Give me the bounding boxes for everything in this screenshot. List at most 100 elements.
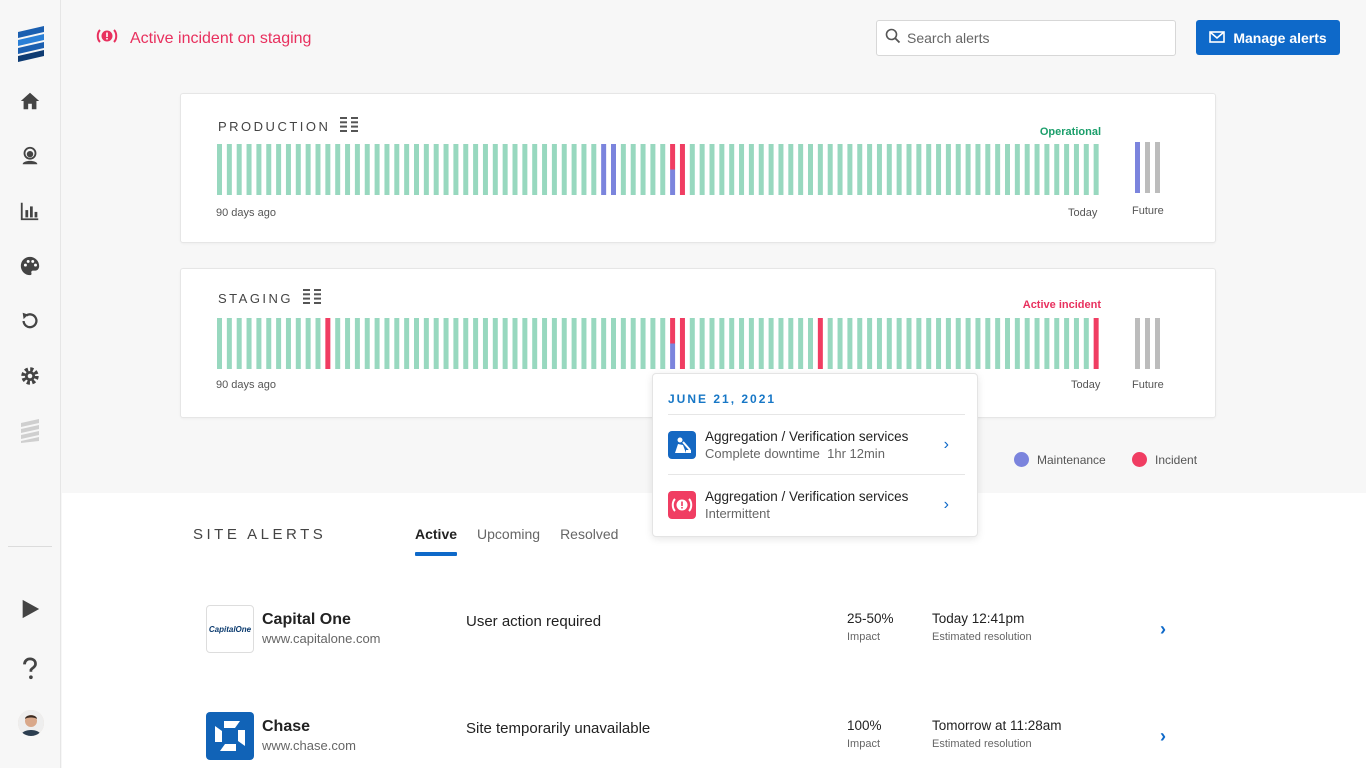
- day-bar-operational[interactable]: [896, 318, 902, 369]
- day-bar-operational[interactable]: [581, 318, 587, 369]
- day-bar-operational[interactable]: [906, 144, 912, 195]
- day-bar-operational[interactable]: [886, 318, 892, 369]
- day-bar-operational[interactable]: [689, 318, 695, 369]
- day-bar-incident[interactable]: [670, 144, 676, 170]
- future-bar[interactable]: [1145, 142, 1150, 193]
- app-logo[interactable]: [18, 26, 44, 64]
- day-bar-operational[interactable]: [1005, 144, 1010, 195]
- analytics-icon[interactable]: [18, 199, 42, 223]
- day-bar-operational[interactable]: [384, 144, 390, 195]
- day-bar-maintenance[interactable]: [670, 169, 676, 196]
- day-bar-operational[interactable]: [492, 318, 498, 369]
- day-bar-operational[interactable]: [847, 318, 853, 369]
- day-bar-operational[interactable]: [217, 318, 222, 369]
- day-bar-incident[interactable]: [679, 318, 685, 369]
- day-bar-operational[interactable]: [729, 144, 735, 195]
- day-bar-maintenance[interactable]: [611, 144, 616, 195]
- day-bar-operational[interactable]: [364, 318, 370, 369]
- day-bar-operational[interactable]: [414, 144, 419, 195]
- day-bar-operational[interactable]: [827, 318, 833, 369]
- history-icon[interactable]: [18, 309, 42, 333]
- day-bar-operational[interactable]: [748, 318, 754, 369]
- day-bar-operational[interactable]: [1064, 144, 1070, 195]
- day-bar-incident[interactable]: [325, 318, 331, 369]
- day-bar-operational[interactable]: [955, 144, 961, 195]
- tab-upcoming[interactable]: Upcoming: [477, 526, 541, 542]
- day-bar-operational[interactable]: [778, 144, 784, 195]
- day-bar-maintenance[interactable]: [670, 343, 676, 370]
- day-bar-operational[interactable]: [896, 144, 902, 195]
- day-bar-operational[interactable]: [975, 318, 981, 369]
- day-bar-operational[interactable]: [1014, 144, 1020, 195]
- day-bar-incident[interactable]: [670, 318, 676, 344]
- day-bar-operational[interactable]: [798, 318, 804, 369]
- day-bar-operational[interactable]: [374, 318, 380, 369]
- alert-row-capital-one[interactable]: CapitalOne Capital One www.capitalone.co…: [206, 605, 1196, 657]
- day-bar-operational[interactable]: [276, 318, 282, 369]
- day-bar-operational[interactable]: [246, 144, 252, 195]
- day-bar-operational[interactable]: [729, 318, 735, 369]
- day-bar-operational[interactable]: [522, 318, 528, 369]
- list-view-icon[interactable]: [303, 289, 322, 307]
- day-bar-operational[interactable]: [561, 318, 567, 369]
- day-bar-operational[interactable]: [571, 318, 577, 369]
- day-bar-operational[interactable]: [335, 318, 341, 369]
- day-bar-operational[interactable]: [876, 318, 882, 369]
- day-bar-operational[interactable]: [542, 318, 548, 369]
- day-bar-operational[interactable]: [315, 144, 321, 195]
- day-bar-operational[interactable]: [611, 318, 616, 369]
- day-bar-operational[interactable]: [985, 318, 991, 369]
- day-bar-operational[interactable]: [492, 144, 498, 195]
- settings-gear-icon[interactable]: [18, 364, 42, 388]
- day-bar-operational[interactable]: [660, 318, 666, 369]
- day-bar-operational[interactable]: [719, 318, 725, 369]
- home-icon[interactable]: [18, 89, 42, 113]
- day-bar-operational[interactable]: [236, 144, 242, 195]
- day-bar-operational[interactable]: [374, 144, 380, 195]
- day-bar-operational[interactable]: [1073, 318, 1079, 369]
- day-bar-operational[interactable]: [926, 318, 932, 369]
- day-bar-operational[interactable]: [285, 318, 291, 369]
- chevron-right-icon[interactable]: ›: [1160, 619, 1166, 639]
- day-bar-operational[interactable]: [798, 144, 804, 195]
- day-bar-operational[interactable]: [551, 144, 557, 195]
- day-bar-operational[interactable]: [1054, 318, 1060, 369]
- day-bar-operational[interactable]: [532, 318, 538, 369]
- day-bar-operational[interactable]: [1064, 318, 1070, 369]
- future-bar[interactable]: [1155, 142, 1160, 193]
- alert-row-chase[interactable]: Chase www.chase.com Site temporarily una…: [206, 712, 1196, 764]
- day-bar-operational[interactable]: [906, 318, 912, 369]
- chevron-right-icon[interactable]: ›: [1160, 726, 1166, 746]
- day-bar-operational[interactable]: [1073, 144, 1079, 195]
- day-bar-operational[interactable]: [620, 144, 626, 195]
- day-bar-operational[interactable]: [295, 318, 301, 369]
- day-bar-operational[interactable]: [1005, 318, 1010, 369]
- production-uptime-bars[interactable]: [217, 144, 1107, 195]
- day-bar-operational[interactable]: [630, 144, 636, 195]
- day-bar-operational[interactable]: [827, 144, 833, 195]
- day-bar-operational[interactable]: [295, 144, 301, 195]
- day-bar-operational[interactable]: [778, 318, 784, 369]
- day-bar-operational[interactable]: [1044, 318, 1050, 369]
- day-bar-incident[interactable]: [817, 318, 823, 369]
- day-bar-operational[interactable]: [404, 318, 410, 369]
- play-icon[interactable]: [18, 597, 42, 621]
- day-bar-operational[interactable]: [256, 144, 262, 195]
- day-bar-operational[interactable]: [758, 144, 764, 195]
- day-bar-operational[interactable]: [581, 144, 587, 195]
- day-bar-operational[interactable]: [443, 144, 449, 195]
- day-bar-operational[interactable]: [433, 318, 439, 369]
- day-bar-operational[interactable]: [1034, 144, 1040, 195]
- brand-stack-icon[interactable]: [18, 419, 42, 443]
- day-bar-operational[interactable]: [1024, 144, 1030, 195]
- day-bar-operational[interactable]: [876, 144, 882, 195]
- day-bar-operational[interactable]: [502, 318, 508, 369]
- search-box[interactable]: [876, 20, 1176, 56]
- day-bar-operational[interactable]: [443, 318, 449, 369]
- day-bar-operational[interactable]: [423, 144, 429, 195]
- day-bar-operational[interactable]: [857, 318, 863, 369]
- day-bar-operational[interactable]: [384, 318, 390, 369]
- day-bar-operational[interactable]: [542, 144, 548, 195]
- search-input[interactable]: [907, 30, 1157, 46]
- day-bar-operational[interactable]: [463, 144, 469, 195]
